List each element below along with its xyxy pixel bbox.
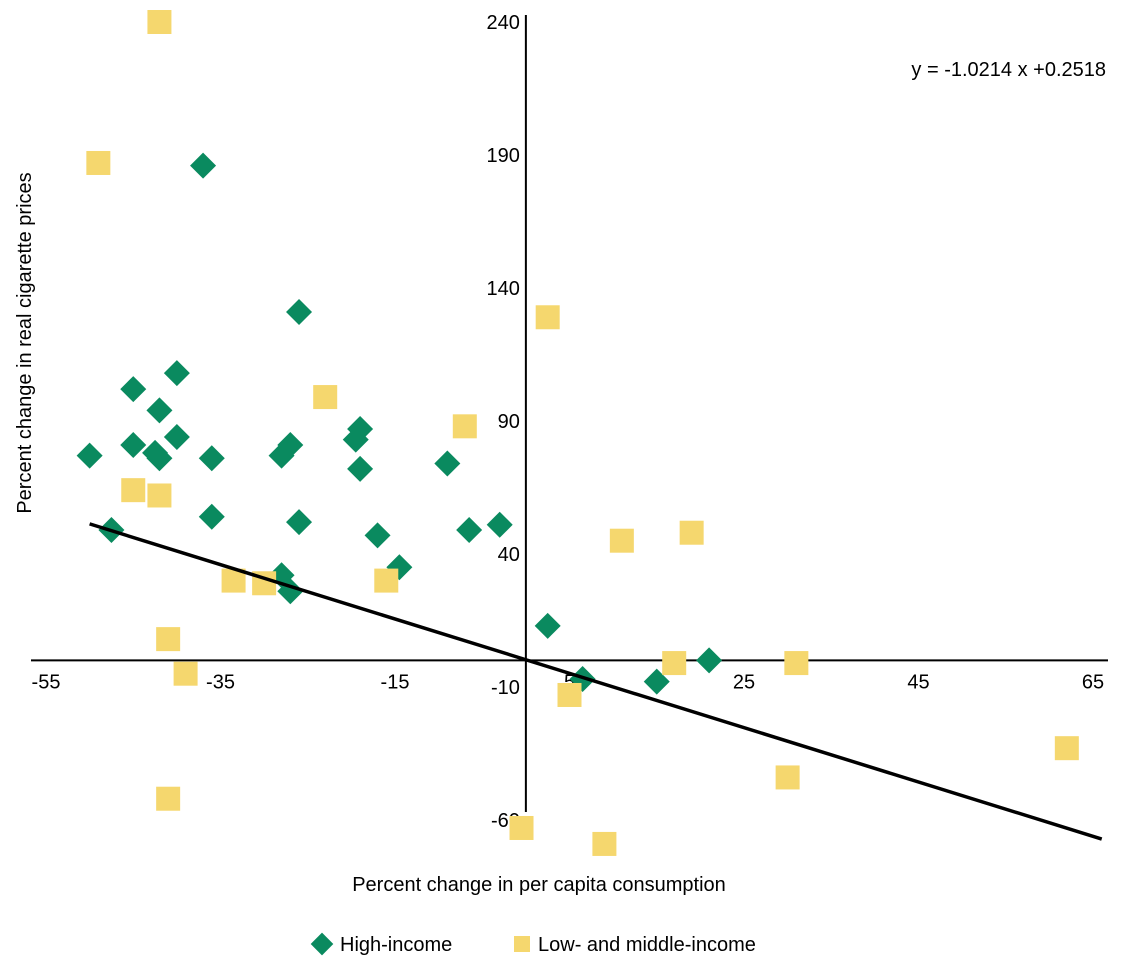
- data-point-low-middle-income: [374, 568, 399, 593]
- data-point-high-income: [486, 511, 513, 538]
- data-point-low-middle-income: [775, 765, 800, 790]
- x-axis-label: Percent change in per capita consumption: [352, 874, 726, 896]
- data-point-high-income: [347, 455, 374, 482]
- data-point-low-middle-income: [173, 661, 198, 686]
- y-tick-label: 40: [498, 544, 520, 566]
- data-point-low-middle-income: [509, 815, 534, 840]
- y-tick-label: -10: [491, 677, 520, 699]
- data-point-high-income: [696, 647, 723, 674]
- data-point-high-income: [120, 431, 147, 458]
- data-point-high-income: [163, 423, 190, 450]
- x-tick-label: -35: [206, 671, 235, 693]
- data-point-high-income: [198, 445, 225, 472]
- data-point-high-income: [76, 442, 103, 469]
- regression: [89, 522, 1103, 841]
- axes: [31, 15, 1108, 812]
- data-point-low-middle-income: [156, 786, 181, 811]
- data-point-low-middle-income: [452, 414, 477, 439]
- legend-square-marker: [514, 936, 530, 952]
- data-point-high-income: [643, 668, 670, 695]
- legend-label-high-income: High-income: [340, 934, 452, 956]
- x-tick-label: -55: [32, 671, 61, 693]
- y-tick-label: 140: [487, 278, 520, 300]
- data-point-high-income: [364, 522, 391, 549]
- data-point-high-income: [146, 445, 173, 472]
- data-point-low-middle-income: [662, 651, 687, 676]
- legend: High-income Low- and middle-income: [310, 932, 756, 956]
- data-point-low-middle-income: [86, 150, 111, 175]
- y-axis-label: Percent change in real cigarette prices: [14, 172, 36, 513]
- data-point-high-income: [342, 426, 369, 453]
- data-point-high-income: [120, 376, 147, 403]
- x-tick-label: -15: [381, 671, 410, 693]
- data-point-high-income: [286, 509, 313, 536]
- data-point-high-income: [190, 152, 217, 179]
- data-point-low-middle-income: [679, 520, 704, 545]
- regression-line: [89, 522, 1103, 841]
- data-point-high-income: [434, 450, 461, 477]
- data-point-high-income: [146, 397, 173, 424]
- x-tick-label: 5: [564, 671, 575, 693]
- data-point-low-middle-income: [313, 385, 338, 410]
- data-point-low-middle-income: [156, 627, 181, 652]
- regression-equation: y = -1.0214 x +0.2518: [911, 59, 1106, 81]
- data-point-high-income: [534, 612, 561, 639]
- y-tick-label: 240: [487, 12, 520, 34]
- data-point-low-middle-income: [592, 831, 617, 856]
- data-point-low-middle-income: [535, 305, 560, 330]
- data-point-high-income: [286, 298, 313, 325]
- data-point-high-income: [198, 503, 225, 530]
- data-point-low-middle-income: [147, 10, 172, 34]
- y-tick-label: 190: [487, 145, 520, 167]
- data-point-low-middle-income: [784, 651, 809, 676]
- data-points: [76, 10, 1079, 856]
- data-point-low-middle-income: [609, 528, 634, 553]
- data-point-low-middle-income: [1054, 736, 1079, 761]
- data-point-high-income: [456, 517, 483, 544]
- legend-label-low-middle-income: Low- and middle-income: [538, 934, 756, 956]
- y-tick-label: 90: [498, 411, 520, 433]
- data-point-low-middle-income: [557, 682, 582, 707]
- data-point-high-income: [163, 360, 190, 387]
- legend-diamond-marker: [310, 932, 334, 956]
- data-point-high-income: [277, 431, 304, 458]
- x-tick-label: 45: [907, 671, 929, 693]
- data-point-low-middle-income: [121, 478, 146, 503]
- x-tick-label: 65: [1082, 671, 1104, 693]
- x-tick-label: 25: [733, 671, 755, 693]
- data-point-low-middle-income: [147, 483, 172, 508]
